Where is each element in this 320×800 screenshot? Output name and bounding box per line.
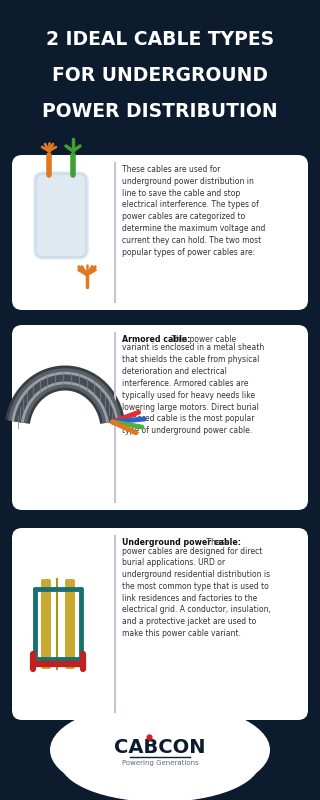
Text: Powering Generations: Powering Generations (122, 760, 198, 766)
Text: Armored cable:: Armored cable: (122, 335, 190, 344)
Text: CABCON: CABCON (114, 738, 206, 757)
FancyBboxPatch shape (41, 579, 51, 669)
Text: These cables are used for
underground power distribution in
line to save the cab: These cables are used for underground po… (122, 165, 265, 257)
FancyBboxPatch shape (12, 155, 308, 310)
Text: www.cabconindia.com: www.cabconindia.com (94, 782, 226, 795)
Text: variant is enclosed in a metal sheath
that shields the cable from physical
deter: variant is enclosed in a metal sheath th… (122, 343, 264, 435)
Text: These: These (204, 538, 229, 547)
Text: POWER DISTRIBUTION: POWER DISTRIBUTION (42, 102, 278, 121)
Text: FOR UNDERGROUND: FOR UNDERGROUND (52, 66, 268, 85)
Text: power cables are designed for direct
burial applications. URD or
underground res: power cables are designed for direct bur… (122, 546, 271, 638)
FancyBboxPatch shape (12, 528, 308, 720)
Text: Underground power cable:: Underground power cable: (122, 538, 241, 547)
Ellipse shape (60, 722, 260, 800)
Text: 2 IDEAL CABLE TYPES: 2 IDEAL CABLE TYPES (46, 30, 274, 49)
Text: This power cable: This power cable (169, 335, 236, 344)
FancyBboxPatch shape (12, 325, 308, 510)
FancyBboxPatch shape (35, 173, 87, 258)
Ellipse shape (50, 702, 270, 798)
FancyBboxPatch shape (65, 579, 75, 669)
